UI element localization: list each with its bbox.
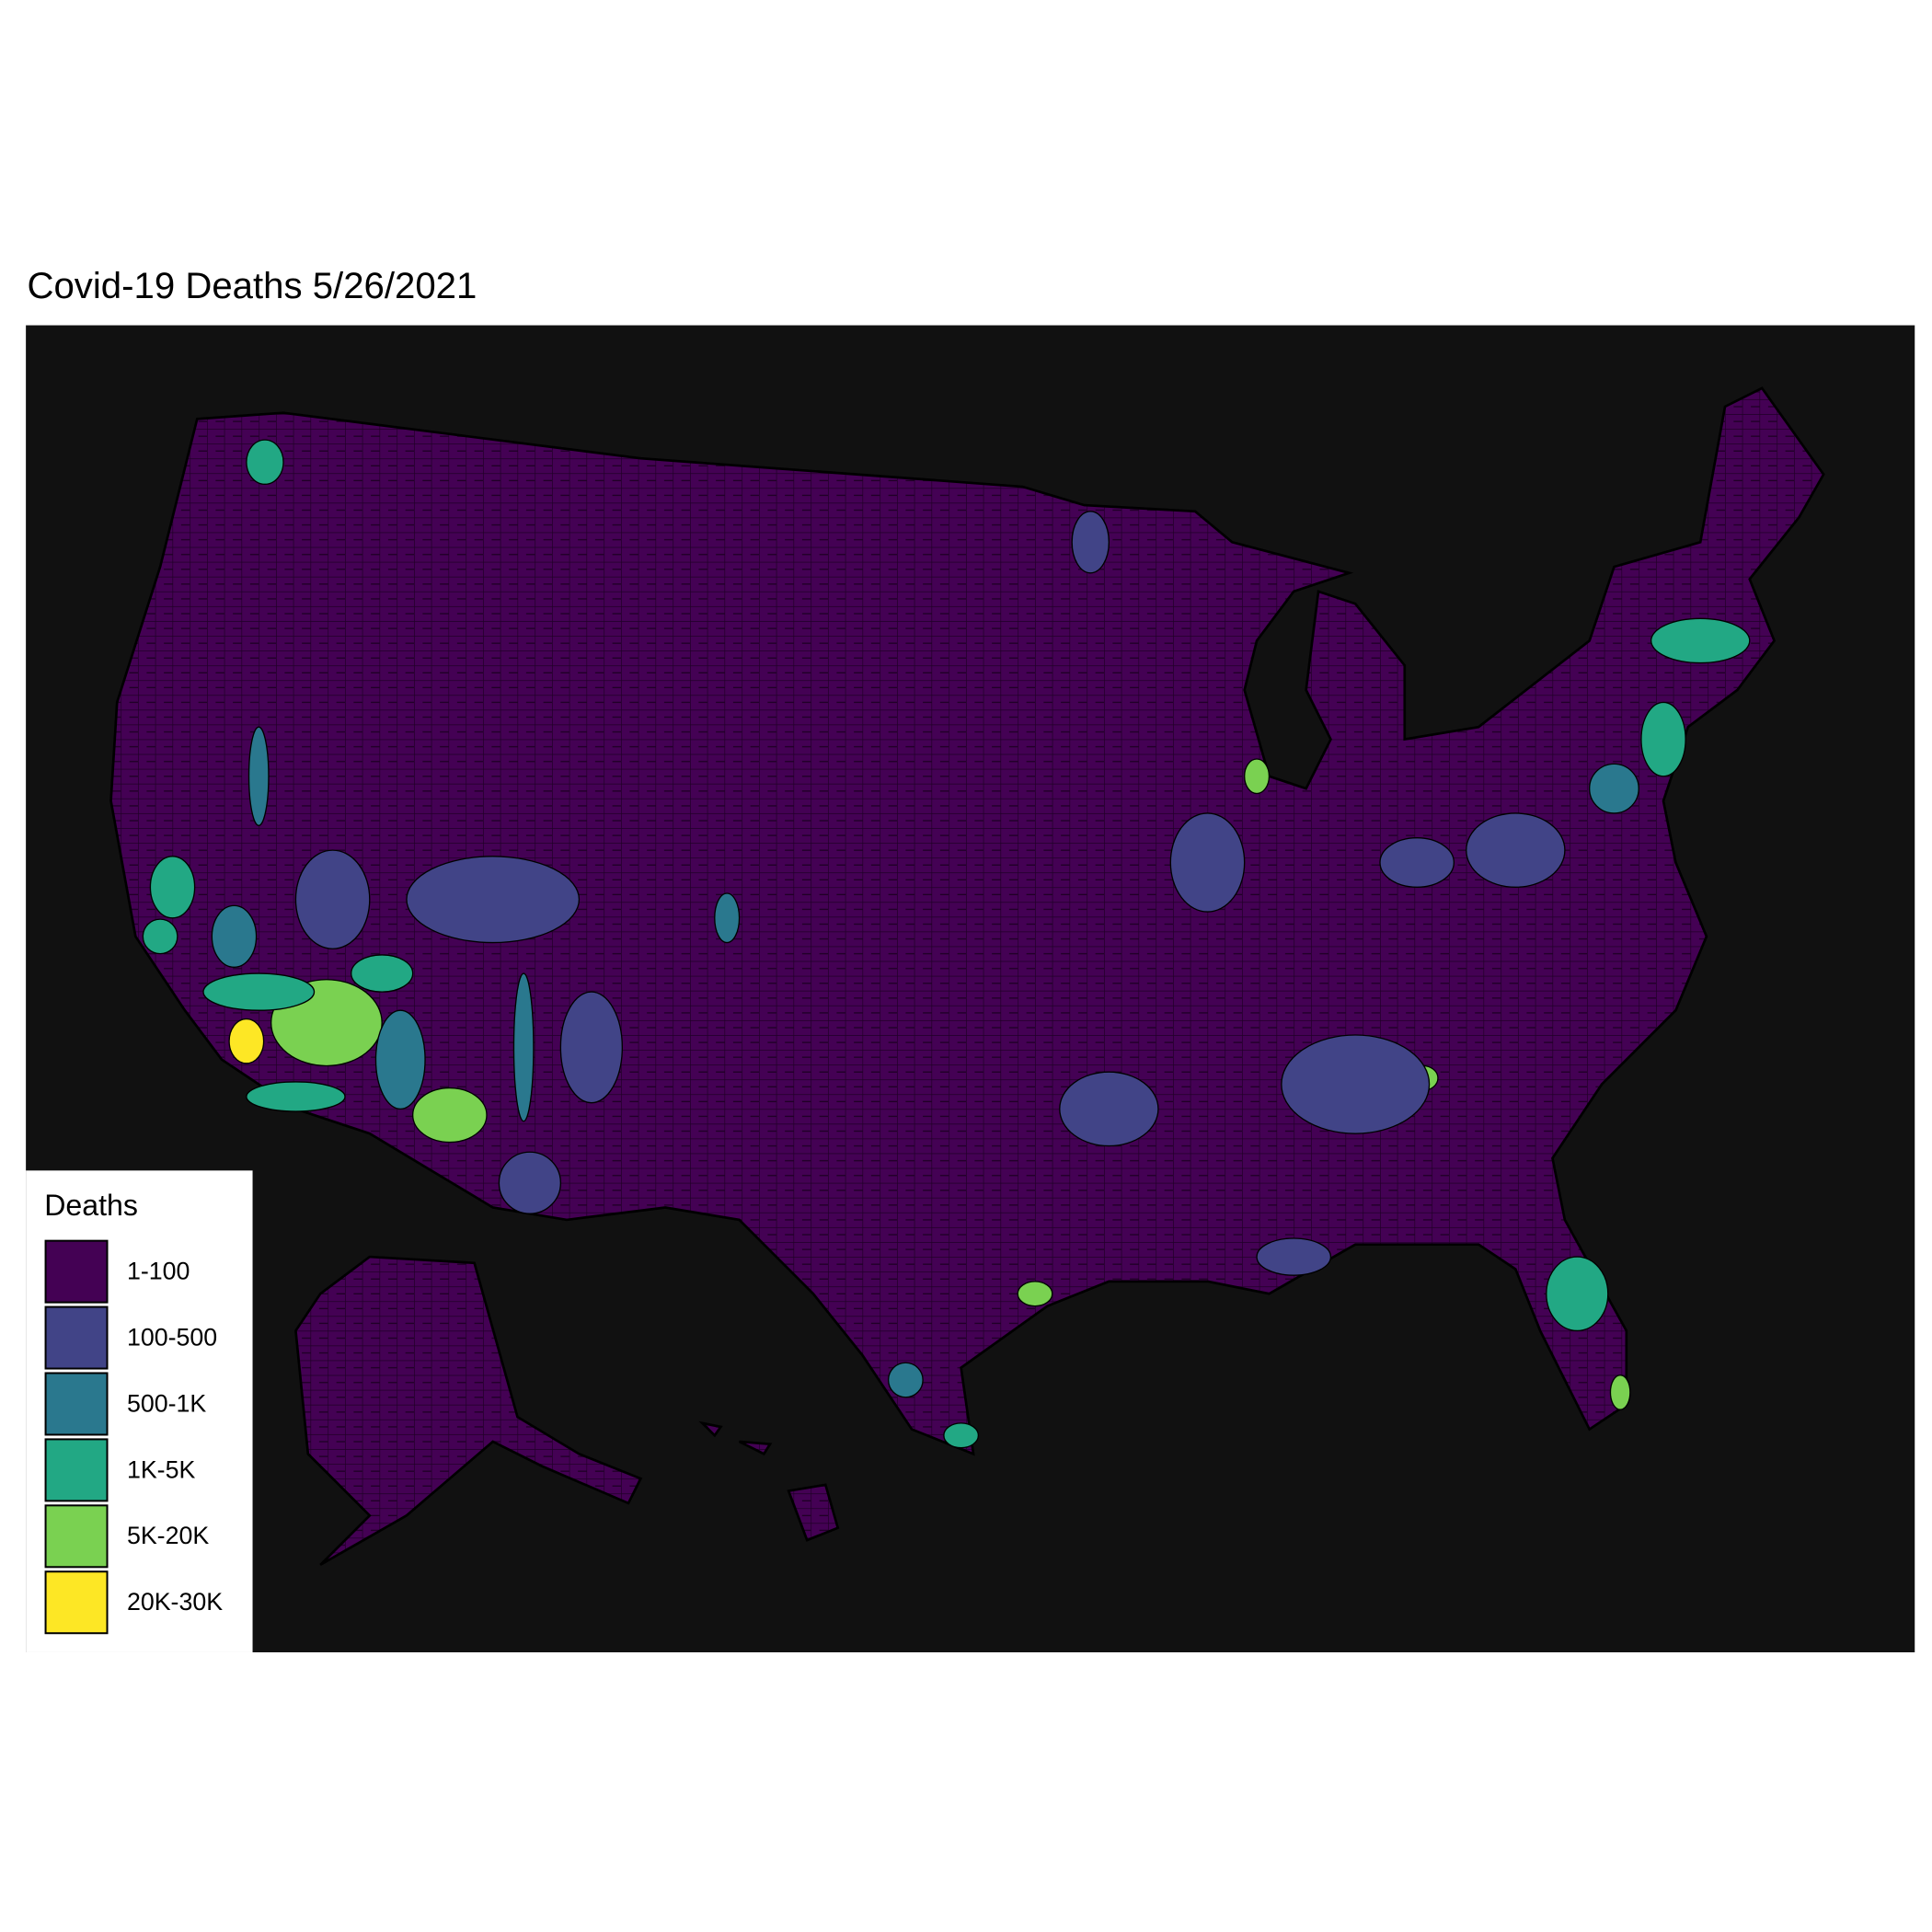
high-death-area xyxy=(559,991,624,1104)
high-death-area xyxy=(294,849,371,949)
high-death-area xyxy=(1244,758,1271,795)
high-death-area xyxy=(247,726,270,826)
high-death-area xyxy=(1609,1374,1631,1410)
high-death-area xyxy=(142,918,178,955)
high-death-area xyxy=(406,856,581,944)
county-lines xyxy=(295,1257,641,1565)
land xyxy=(109,386,1825,1567)
legend-key xyxy=(44,1305,109,1370)
high-death-area xyxy=(1466,812,1566,888)
legend-label: 100-500 xyxy=(127,1323,217,1351)
legend-key xyxy=(44,1438,109,1502)
high-death-area xyxy=(1059,1071,1159,1147)
high-death-area xyxy=(714,892,741,944)
high-death-area xyxy=(1589,763,1639,814)
legend-key xyxy=(44,1504,109,1569)
legend-label: 1K-5K xyxy=(127,1455,196,1483)
high-death-area xyxy=(1256,1237,1332,1276)
high-death-area xyxy=(1169,812,1246,913)
high-death-area xyxy=(1281,1034,1431,1134)
high-death-area xyxy=(512,972,535,1122)
high-death-area xyxy=(202,972,316,1011)
high-death-area xyxy=(498,1151,562,1214)
legend-label: 5K-20K xyxy=(127,1522,209,1549)
legend-label: 1-100 xyxy=(127,1258,190,1285)
high-death-area xyxy=(1379,837,1455,888)
high-death-area xyxy=(246,439,284,486)
high-death-area xyxy=(228,1018,265,1064)
high-death-area xyxy=(351,954,414,993)
legend-label: 500-1K xyxy=(127,1389,206,1417)
legend-title: Deaths xyxy=(44,1189,138,1222)
high-death-area xyxy=(411,1087,488,1144)
legend-key xyxy=(44,1239,109,1304)
high-death-area xyxy=(1546,1256,1609,1332)
high-death-area xyxy=(246,1081,346,1112)
high-death-area xyxy=(1640,701,1686,777)
high-death-area xyxy=(149,856,196,919)
legend: Deaths 1-100 100-500 500-1K 1K-5K 5K-20K 20K-… xyxy=(26,1170,253,1652)
legend-key xyxy=(44,1372,109,1436)
county-lines xyxy=(702,1422,838,1541)
high-death-area xyxy=(1017,1281,1053,1307)
legend-key xyxy=(44,1570,109,1635)
high-death-area xyxy=(211,904,258,969)
high-death-area xyxy=(1650,617,1751,664)
high-death-area xyxy=(887,1362,924,1398)
high-death-area xyxy=(1071,511,1110,574)
high-death-area xyxy=(943,1422,980,1449)
legend-label: 20K-30K xyxy=(127,1588,223,1616)
map-title: Covid-19 Deaths 5/26/2021 xyxy=(27,265,477,306)
high-death-area xyxy=(374,1009,426,1110)
